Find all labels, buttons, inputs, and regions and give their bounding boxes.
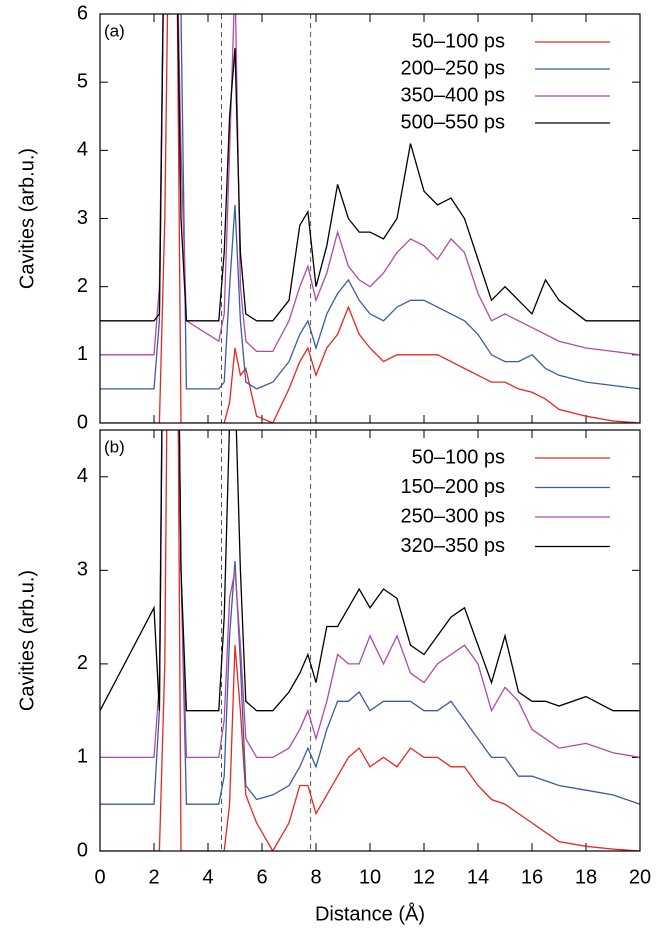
y-axis-label: Cavities (arb.u.): [16, 148, 38, 289]
x-tick-label: 4: [202, 866, 213, 888]
series-line: [100, 430, 640, 759]
plot-area: [100, 430, 640, 851]
x-axis-label: Distance (Å): [315, 902, 425, 925]
legend-label: 250–300 ps: [400, 505, 505, 527]
x-tick-label: 14: [467, 866, 489, 888]
x-tick-label: 12: [413, 866, 435, 888]
series-line: [100, 14, 640, 423]
series-line: [100, 430, 640, 851]
x-tick-label: 6: [256, 866, 267, 888]
legend-label: 350–400 ps: [400, 84, 505, 106]
x-tick-label: 2: [148, 866, 159, 888]
x-tick-label: 10: [359, 866, 381, 888]
y-tick-label: 1: [77, 746, 88, 768]
x-tick-label: 20: [629, 866, 651, 888]
y-tick-label: 0: [77, 411, 88, 433]
plot-area: [100, 14, 640, 423]
x-tick-label: 8: [310, 866, 321, 888]
panel-label: (a): [104, 21, 125, 40]
y-tick-label: 3: [77, 207, 88, 229]
legend-label: 50–100 ps: [412, 30, 505, 52]
y-tick-label: 6: [77, 2, 88, 24]
series-line: [100, 14, 640, 322]
y-tick-label: 2: [77, 652, 88, 674]
y-axis-label: Cavities (arb.u.): [16, 570, 38, 711]
x-tick-label: 0: [94, 866, 105, 888]
y-tick-label: 4: [77, 465, 88, 487]
panel-label: (b): [104, 437, 125, 456]
series-line: [100, 430, 640, 712]
y-tick-label: 2: [77, 275, 88, 297]
series-line: [100, 14, 640, 390]
y-tick-label: 1: [77, 343, 88, 365]
legend-label: 150–200 ps: [400, 476, 505, 498]
y-tick-label: 5: [77, 70, 88, 92]
x-tick-label: 16: [521, 866, 543, 888]
y-tick-label: 4: [77, 139, 88, 161]
legend-label: 500–550 ps: [400, 111, 505, 133]
legend-label: 320–350 ps: [400, 535, 505, 557]
series-line: [100, 430, 640, 805]
x-tick-label: 18: [575, 866, 597, 888]
plot-frame: [99, 13, 641, 424]
y-tick-label: 0: [77, 839, 88, 861]
y-tick-label: 3: [77, 559, 88, 581]
legend-label: 200–250 ps: [400, 57, 505, 79]
plot-frame: [99, 429, 641, 852]
legend-label: 50–100 ps: [412, 446, 505, 468]
